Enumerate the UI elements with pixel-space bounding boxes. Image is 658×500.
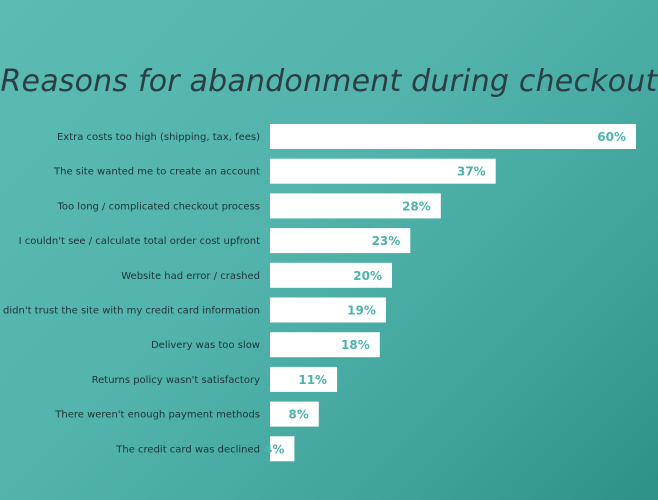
category-label: Too long / complicated checkout process (56, 201, 260, 212)
category-label: Delivery was too slow (151, 340, 260, 351)
category-label: The credit card was declined (115, 444, 260, 455)
bar (270, 297, 386, 323)
value-label: 18% (341, 338, 370, 352)
value-label: 60% (597, 130, 626, 144)
value-label: 8% (288, 408, 308, 422)
value-label: 4% (264, 442, 284, 456)
category-label: There weren't enough payment methods (54, 410, 260, 421)
bar (270, 401, 319, 427)
value-label: 19% (347, 304, 376, 318)
category-label: Returns policy wasn't satisfactory (92, 375, 260, 386)
bar (270, 228, 411, 254)
bar (270, 158, 496, 184)
bar (270, 193, 441, 219)
bar (270, 436, 295, 462)
value-label: 28% (402, 199, 431, 213)
bar (270, 124, 636, 149)
category-label: I couldn't see / calculate total order c… (19, 236, 260, 247)
category-label: I didn't trust the site with my credit c… (0, 306, 260, 317)
chart-title: Reasons for abandonment during checkout (0, 64, 658, 100)
bar (270, 332, 380, 358)
value-label: 20% (353, 269, 382, 283)
bar (270, 366, 338, 392)
category-label: The site wanted me to create an account (53, 167, 260, 178)
value-label: 11% (298, 373, 327, 387)
category-label: Extra costs too high (shipping, tax, fee… (57, 132, 260, 143)
bar (270, 262, 392, 288)
value-label: 23% (372, 234, 401, 248)
category-label: Website had error / crashed (121, 271, 260, 282)
value-label: 37% (457, 165, 486, 179)
